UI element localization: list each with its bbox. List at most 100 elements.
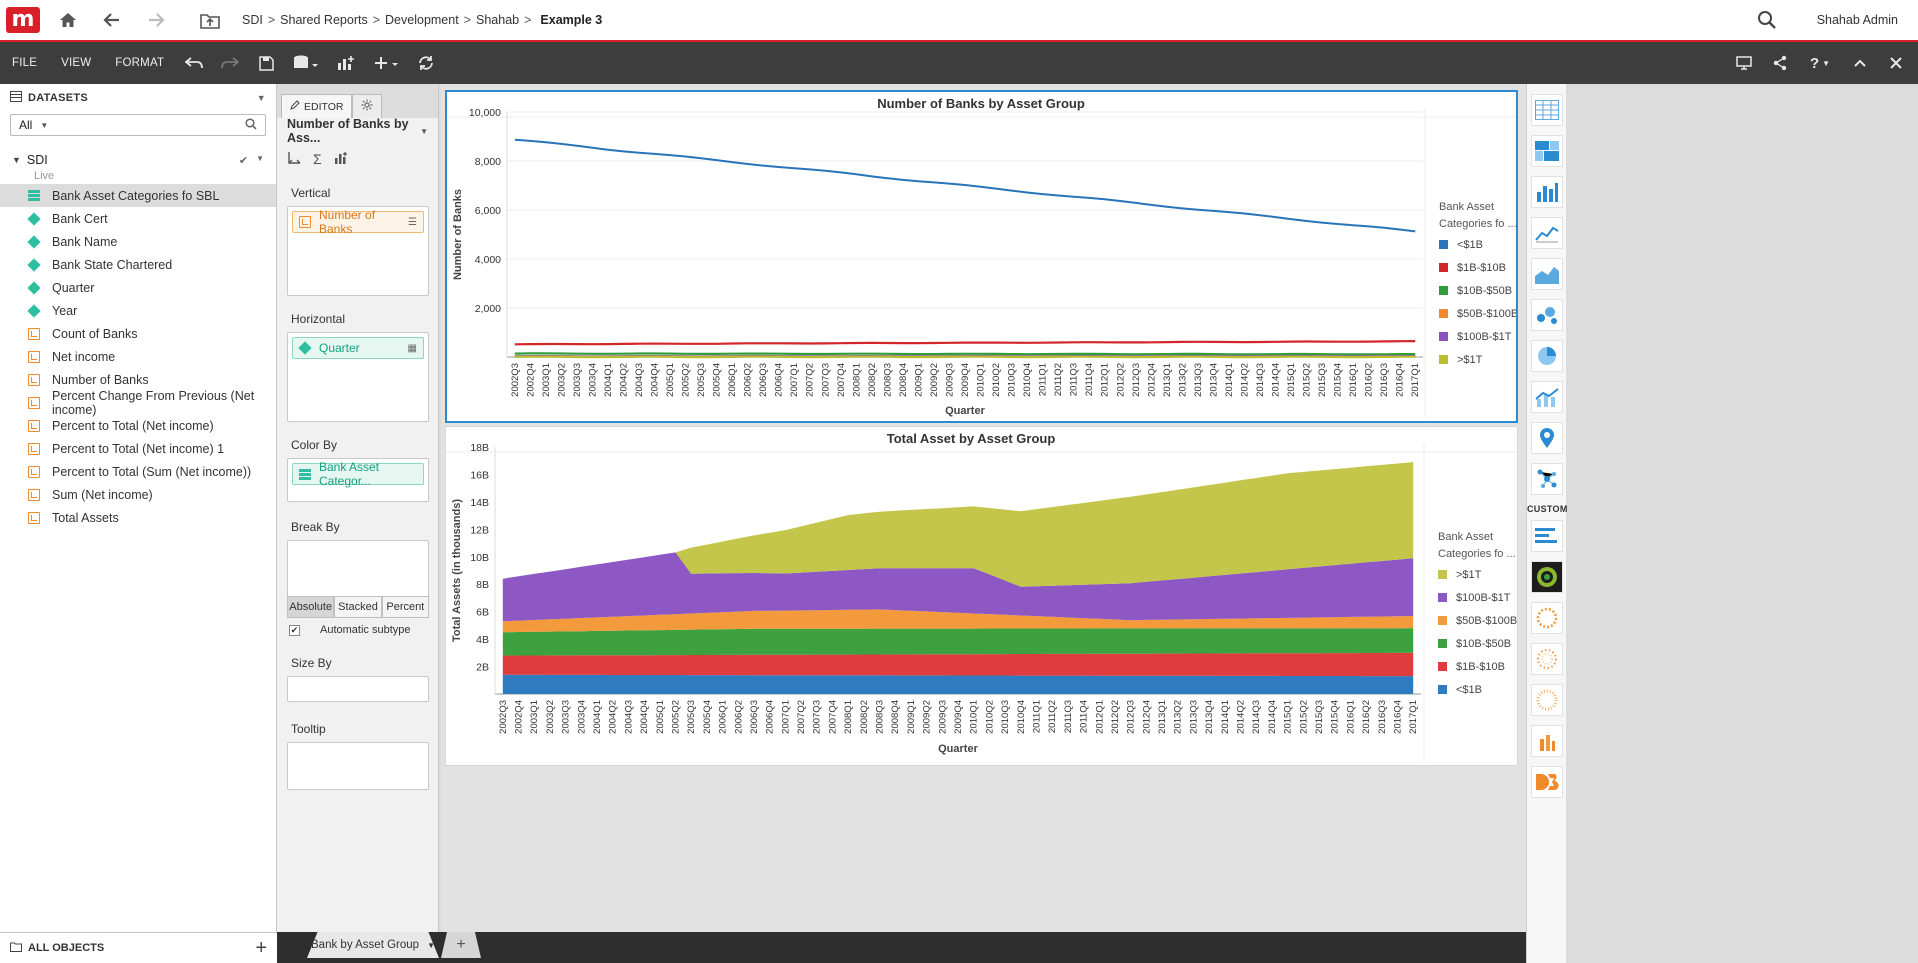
breadcrumb-item-development[interactable]: Development [385,13,459,27]
gallery-line-chart-icon[interactable] [1530,217,1563,249]
presentation-icon[interactable] [1726,46,1762,80]
horizontal-pill[interactable]: Quarter ▦ [292,337,424,359]
dataset-field-item[interactable]: Number of Banks [0,368,276,391]
add-data-icon[interactable] [284,46,328,80]
forward-arrow-icon[interactable] [140,4,172,36]
breadcrumb-item-shared-reports[interactable]: Shared Reports [280,13,368,27]
gallery-custom-burst-icon[interactable] [1530,684,1563,716]
color-by-pill[interactable]: Bank Asset Categor... [292,460,424,488]
back-arrow-icon[interactable] [96,4,128,36]
up-folder-icon[interactable] [194,4,226,36]
gallery-custom-sunburst-icon[interactable] [1530,602,1563,634]
home-icon[interactable] [52,4,84,36]
gallery-map-icon[interactable] [1530,422,1563,454]
gallery-grid-icon[interactable] [1530,94,1563,126]
dataset-field-item[interactable]: Percent to Total (Net income) [0,414,276,437]
gallery-d3-icon[interactable] [1530,766,1563,798]
gallery-bubble-chart-icon[interactable] [1530,299,1563,331]
chevron-down-icon[interactable]: ▼ [427,940,435,950]
undo-icon[interactable] [176,46,212,80]
dataset-filter-dropdown[interactable]: All ▼ [10,114,266,136]
gallery-network-icon[interactable] [1530,463,1563,495]
dataset-field-item[interactable]: Percent Change From Previous (Net income… [0,389,276,417]
dataset-field-item[interactable]: Bank State Chartered [0,253,276,276]
menu-file[interactable]: FILE [12,57,38,69]
area-chart[interactable]: Total Asset by Asset Group 2B 4B 6B 8B 10B 12B… [446,427,1517,765]
close-icon[interactable] [1878,46,1914,80]
menu-view[interactable]: VIEW [61,57,92,69]
gallery-area-chart-icon[interactable] [1530,258,1563,290]
mode-stacked-button[interactable]: Stacked [334,596,382,618]
x-tick-label: 2006Q1 [718,700,729,734]
tab-properties[interactable] [352,94,383,118]
vertical-drop-zone[interactable]: Number of Banks ☰ [287,206,429,296]
gallery-combo-chart-icon[interactable] [1530,381,1563,413]
dataset-field-item[interactable]: Bank Asset Categories fo SBL [0,184,276,207]
dataset-field-item[interactable]: Count of Banks [0,322,276,345]
gallery-custom-column-icon[interactable] [1530,725,1563,757]
x-tick-label: 2014Q1 [1220,700,1231,734]
line-chart[interactable]: Number of Banks by Asset Group 2,000 4,000… [447,92,1516,421]
automatic-subtype-checkbox[interactable]: ✔ [289,624,300,636]
gallery-heatmap-icon[interactable] [1530,135,1563,167]
gallery-pie-chart-icon[interactable] [1530,340,1563,372]
dataset-field-item[interactable]: Sum (Net income) [0,483,276,506]
visualization-area-chart[interactable]: Total Asset by Asset Group 2B 4B 6B 8B 10B 12B… [445,426,1518,766]
redo-icon[interactable] [212,46,248,80]
all-objects-bar[interactable]: ALL OBJECTS + [0,932,277,963]
mode-absolute-button[interactable]: Absolute [287,596,335,618]
chevron-down-icon[interactable]: ▼ [256,153,264,163]
user-menu[interactable]: Shahab Admin [1816,13,1898,27]
page-tab[interactable]: Bank by Asset Group ▼ [307,932,439,958]
search-icon[interactable] [1751,4,1783,36]
gallery-bar-chart-icon[interactable] [1530,176,1563,208]
refresh-icon[interactable] [408,46,444,80]
size-by-drop-zone[interactable] [287,676,429,702]
dataset-field-item[interactable]: Bank Name [0,230,276,253]
tooltip-drop-zone[interactable] [287,742,429,790]
color-by-drop-zone[interactable]: Bank Asset Categor... [287,458,429,502]
gallery-custom-spiral-icon[interactable] [1530,643,1563,675]
expand-triangle-icon[interactable]: ▼ [12,155,21,165]
insert-visualization-icon[interactable] [328,46,364,80]
dataset-field-item[interactable]: Bank Cert [0,207,276,230]
dataset-field-item[interactable]: Percent to Total (Sum (Net income)) [0,460,276,483]
x-tick-label: 2007Q3 [812,700,823,734]
add-page-button[interactable]: + [441,932,481,958]
breadcrumb-item-shahab[interactable]: Shahab [476,13,520,27]
pill-menu-icon[interactable]: ▦ [407,342,417,354]
dataset-source-row[interactable]: ▼ SDI ✔ ▼ [0,150,276,170]
add-dataset-button[interactable]: + [255,936,267,959]
dataset-field-item[interactable]: Total Assets [0,506,276,529]
sum-icon[interactable]: Σ [313,151,322,167]
vertical-pill[interactable]: Number of Banks ☰ [292,208,424,236]
mode-percent-button[interactable]: Percent [381,596,429,618]
help-icon[interactable]: ? ▼ [1809,54,1831,72]
x-tick-label: 2015Q3 [1317,363,1328,397]
gallery-custom-radial-icon[interactable] [1530,561,1563,593]
dataset-field-item[interactable]: Year [0,299,276,322]
break-by-drop-zone[interactable] [287,540,429,596]
horizontal-drop-zone[interactable]: Quarter ▦ [287,332,429,422]
chart-options-icon[interactable] [334,151,348,168]
menu-format[interactable]: FORMAT [115,57,165,69]
swap-axes-icon[interactable] [287,151,301,168]
dataset-field-item[interactable]: Percent to Total (Net income) 1 [0,437,276,460]
pill-menu-icon[interactable]: ☰ [408,216,417,228]
search-icon[interactable] [245,117,257,133]
dataset-field-item[interactable]: Quarter [0,276,276,299]
add-icon[interactable] [364,46,408,80]
app-logo[interactable]: m [6,7,40,33]
visualization-line-chart[interactable]: Number of Banks by Asset Group 2,000 4,000… [445,90,1518,423]
share-icon[interactable] [1762,46,1798,80]
save-icon[interactable] [248,46,284,80]
checkmark-icon[interactable]: ✔ [238,154,249,167]
datasets-menu-caret[interactable]: ▼ [256,93,266,103]
gallery-custom-bars-icon[interactable] [1530,520,1563,552]
dataset-field-item[interactable]: Net income [0,345,276,368]
breadcrumb-item-sdi[interactable]: SDI [242,13,263,27]
x-tick-label: 2006Q4 [765,700,776,734]
tab-editor[interactable]: EDITOR [281,94,353,118]
collapse-icon[interactable] [1842,46,1878,80]
visualization-selector[interactable]: Number of Banks by Ass... ▼ [277,117,438,145]
